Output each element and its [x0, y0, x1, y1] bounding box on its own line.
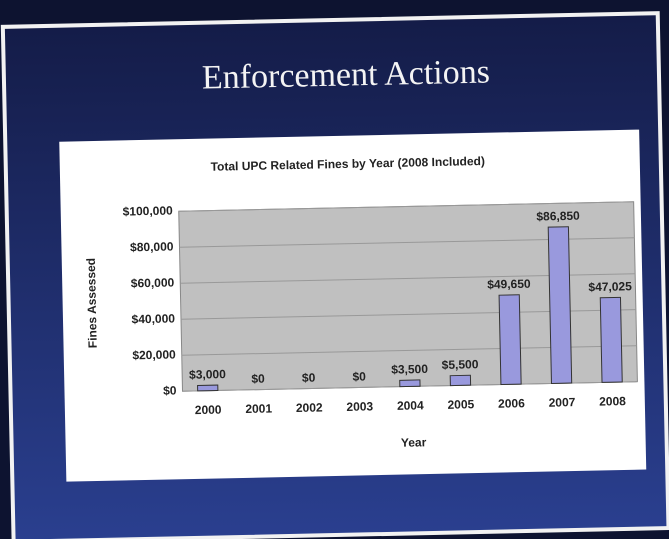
x-tick-label: 2007: [548, 395, 575, 410]
value-label: $3,000: [189, 367, 226, 382]
x-axis-label: Year: [401, 435, 427, 450]
y-tick-label: $100,000: [123, 204, 174, 219]
x-tick-label: 2005: [447, 397, 474, 412]
x-tick-label: 2001: [245, 401, 272, 416]
bar: [197, 384, 219, 392]
x-tick-label: 2008: [599, 394, 626, 409]
y-tick-label: $80,000: [130, 240, 174, 255]
grid-line: [178, 201, 634, 212]
slide: Enforcement Actions Total UPC Related Fi…: [0, 11, 669, 539]
y-axis-label: Fines Assessed: [84, 258, 100, 349]
bar: [399, 379, 421, 388]
x-tick-label: 2004: [397, 398, 424, 413]
x-tick-label: 2000: [195, 403, 222, 418]
bar: [547, 226, 573, 384]
bar: [449, 374, 472, 387]
value-label: $0: [352, 370, 366, 384]
y-tick-label: $20,000: [132, 347, 176, 362]
value-label: $0: [302, 371, 316, 385]
slide-title: Enforcement Actions: [202, 53, 491, 96]
plot: $0 $20,000 $40,000 $60,000 $80,000 $100,000 20…: [123, 201, 638, 418]
y-tick-label: $0: [163, 383, 177, 397]
y-tick-label: $60,000: [131, 276, 175, 291]
value-label: $86,850: [536, 209, 580, 224]
value-label: $0: [251, 372, 265, 386]
x-tick-label: 2002: [296, 400, 323, 415]
value-label: $49,650: [487, 277, 531, 292]
value-label: $3,500: [391, 362, 428, 377]
bar: [498, 294, 522, 386]
value-label: $47,025: [588, 279, 632, 294]
x-tick-label: 2006: [498, 396, 525, 411]
y-tick-label: $40,000: [131, 312, 175, 327]
x-tick-label: 2003: [346, 399, 373, 414]
chart-title: Total UPC Related Fines by Year (2008 In…: [211, 154, 486, 174]
value-label: $5,500: [442, 357, 479, 372]
bar: [599, 296, 623, 383]
